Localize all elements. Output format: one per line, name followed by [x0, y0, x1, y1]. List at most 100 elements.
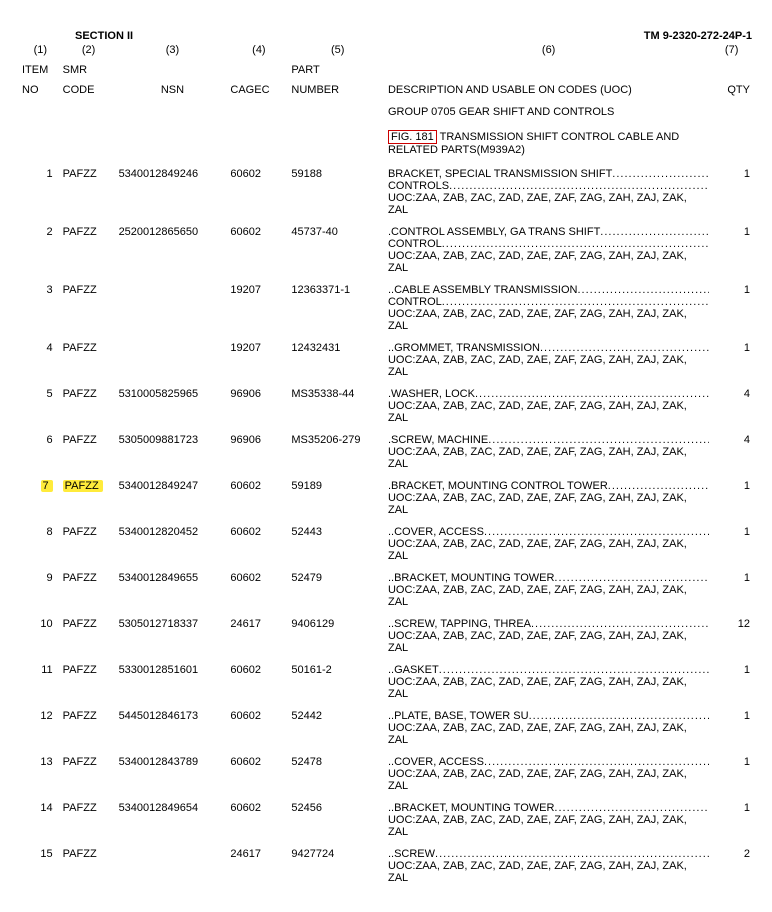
col4-l1: CAGEC — [228, 84, 289, 104]
nsn-cell: 5330012851601 — [117, 662, 229, 708]
nsn-cell: 5340012849655 — [117, 570, 229, 616]
cagec-cell: 60602 — [228, 224, 289, 282]
item-no: 1 — [20, 166, 61, 224]
nsn-cell: 2520012865650 — [117, 224, 229, 282]
part-cell: MS35338-44 — [289, 386, 386, 432]
part-cell: 52443 — [289, 524, 386, 570]
qty-cell: 1 — [711, 340, 752, 386]
description-cell: ..CABLE ASSEMBLY TRANSMISSION...........… — [386, 282, 711, 340]
description-cell: ..GROMMET, TRANSMISSION ................… — [386, 340, 711, 386]
part-cell: 52456 — [289, 800, 386, 846]
part-cell: 59188 — [289, 166, 386, 224]
table-row: 1PAFZZ53400128492466060259188BRACKET, SP… — [20, 166, 752, 224]
item-no: 9 — [20, 570, 61, 616]
table-row: 11PAFZZ53300128516016060250161-2..GASKET… — [20, 662, 752, 708]
smr-code: PAFZZ — [61, 846, 117, 892]
description-cell: .BRACKET, MOUNTING CONTROL TOWER .......… — [386, 478, 711, 524]
col2-l1: SMR — [61, 64, 117, 84]
description-cell: .SCREW, MACHINE ........................… — [386, 432, 711, 478]
uoc-text: UOC:ZAA, ZAB, ZAC, ZAD, ZAE, ZAF, ZAG, Z… — [388, 676, 709, 700]
part-cell: 9406129 — [289, 616, 386, 662]
cagec-cell: 24617 — [228, 616, 289, 662]
uoc-text: UOC:ZAA, ZAB, ZAC, ZAD, ZAE, ZAF, ZAG, Z… — [388, 308, 709, 332]
smr-code: PAFZZ — [61, 754, 117, 800]
col2-num: (2) — [61, 44, 117, 64]
item-no: 14 — [20, 800, 61, 846]
cagec-cell: 60602 — [228, 800, 289, 846]
description-cell: ..BRACKET, MOUNTING TOWER ..............… — [386, 800, 711, 846]
uoc-text: UOC:ZAA, ZAB, ZAC, ZAD, ZAE, ZAF, ZAG, Z… — [388, 814, 709, 838]
parts-table: (1) (2) (3) (4) (5) (6) (7) ITEM SMR PAR… — [20, 44, 752, 892]
item-no: 3 — [20, 282, 61, 340]
smr-code: PAFZZ — [61, 662, 117, 708]
description-cell: .CONTROL ASSEMBLY, GA TRANS SHIFT.......… — [386, 224, 711, 282]
description-cell: ..BRACKET, MOUNTING TOWER ..............… — [386, 570, 711, 616]
item-no: 10 — [20, 616, 61, 662]
part-cell: 50161-2 — [289, 662, 386, 708]
smr-code: PAFZZ — [61, 570, 117, 616]
uoc-text: UOC:ZAA, ZAB, ZAC, ZAD, ZAE, ZAF, ZAG, Z… — [388, 400, 709, 424]
cagec-cell: 96906 — [228, 386, 289, 432]
table-row: 8PAFZZ53400128204526060252443..COVER, AC… — [20, 524, 752, 570]
item-no: 13 — [20, 754, 61, 800]
qty-cell: 1 — [711, 662, 752, 708]
smr-code: PAFZZ — [61, 524, 117, 570]
nsn-cell: 5310005825965 — [117, 386, 229, 432]
qty-cell: 1 — [711, 570, 752, 616]
cagec-cell: 60602 — [228, 524, 289, 570]
smr-code: PAFZZ — [61, 340, 117, 386]
qty-cell: 4 — [711, 386, 752, 432]
nsn-cell: 5305012718337 — [117, 616, 229, 662]
part-cell: 52478 — [289, 754, 386, 800]
nsn-cell: 5305009881723 — [117, 432, 229, 478]
part-cell: 59189 — [289, 478, 386, 524]
item-no: 5 — [20, 386, 61, 432]
item-no: 6 — [20, 432, 61, 478]
qty-cell: 1 — [711, 800, 752, 846]
smr-code: PAFZZ — [61, 224, 117, 282]
table-body: GROUP 0705 GEAR SHIFT AND CONTROLS FIG. … — [20, 104, 752, 892]
item-no: 11 — [20, 662, 61, 708]
smr-code: PAFZZ — [61, 166, 117, 224]
description-cell: ..SCREW, TAPPING, THREA ................… — [386, 616, 711, 662]
col7-num: (7) — [711, 44, 752, 64]
cagec-cell: 19207 — [228, 282, 289, 340]
part-cell: 12432431 — [289, 340, 386, 386]
qty-cell: 1 — [711, 166, 752, 224]
part-cell: 52479 — [289, 570, 386, 616]
table-row: 3PAFZZ1920712363371-1..CABLE ASSEMBLY TR… — [20, 282, 752, 340]
uoc-text: UOC:ZAA, ZAB, ZAC, ZAD, ZAE, ZAF, ZAG, Z… — [388, 354, 709, 378]
group-text: GROUP 0705 GEAR SHIFT AND CONTROLS — [386, 104, 711, 128]
cagec-cell: 60602 — [228, 662, 289, 708]
uoc-text: UOC:ZAA, ZAB, ZAC, ZAD, ZAE, ZAF, ZAG, Z… — [388, 192, 709, 216]
uoc-text: UOC:ZAA, ZAB, ZAC, ZAD, ZAE, ZAF, ZAG, Z… — [388, 250, 709, 274]
table-row: 2PAFZZ25200128656506060245737-40.CONTROL… — [20, 224, 752, 282]
col3-num: (3) — [117, 44, 229, 64]
item-no: 12 — [20, 708, 61, 754]
cagec-cell: 60602 — [228, 166, 289, 224]
table-head: (1) (2) (3) (4) (5) (6) (7) ITEM SMR PAR… — [20, 44, 752, 104]
figure-text: FIG. 181 TRANSMISSION SHIFT CONTROL CABL… — [386, 128, 711, 166]
qty-cell: 4 — [711, 432, 752, 478]
table-row: 12PAFZZ54450128461736060252442..PLATE, B… — [20, 708, 752, 754]
uoc-text: UOC:ZAA, ZAB, ZAC, ZAD, ZAE, ZAF, ZAG, Z… — [388, 538, 709, 562]
figure-row: FIG. 181 TRANSMISSION SHIFT CONTROL CABL… — [20, 128, 752, 166]
smr-code: PAFZZ — [61, 800, 117, 846]
cagec-cell: 60602 — [228, 754, 289, 800]
table-row: 10PAFZZ5305012718337246179406129..SCREW,… — [20, 616, 752, 662]
col2-l2: CODE — [61, 84, 117, 104]
cagec-cell: 19207 — [228, 340, 289, 386]
col6-l1: DESCRIPTION AND USABLE ON CODES (UOC) — [386, 84, 711, 104]
qty-cell: 2 — [711, 846, 752, 892]
part-cell: 9427724 — [289, 846, 386, 892]
col5-num: (5) — [289, 44, 386, 64]
nsn-cell: 5340012843789 — [117, 754, 229, 800]
section-label: SECTION II — [75, 30, 133, 42]
qty-cell: 1 — [711, 478, 752, 524]
smr-code: PAFZZ — [61, 282, 117, 340]
table-row: 14PAFZZ53400128496546060252456..BRACKET,… — [20, 800, 752, 846]
cagec-cell: 60602 — [228, 708, 289, 754]
uoc-text: UOC:ZAA, ZAB, ZAC, ZAD, ZAE, ZAF, ZAG, Z… — [388, 630, 709, 654]
part-cell: 45737-40 — [289, 224, 386, 282]
qty-cell: 12 — [711, 616, 752, 662]
